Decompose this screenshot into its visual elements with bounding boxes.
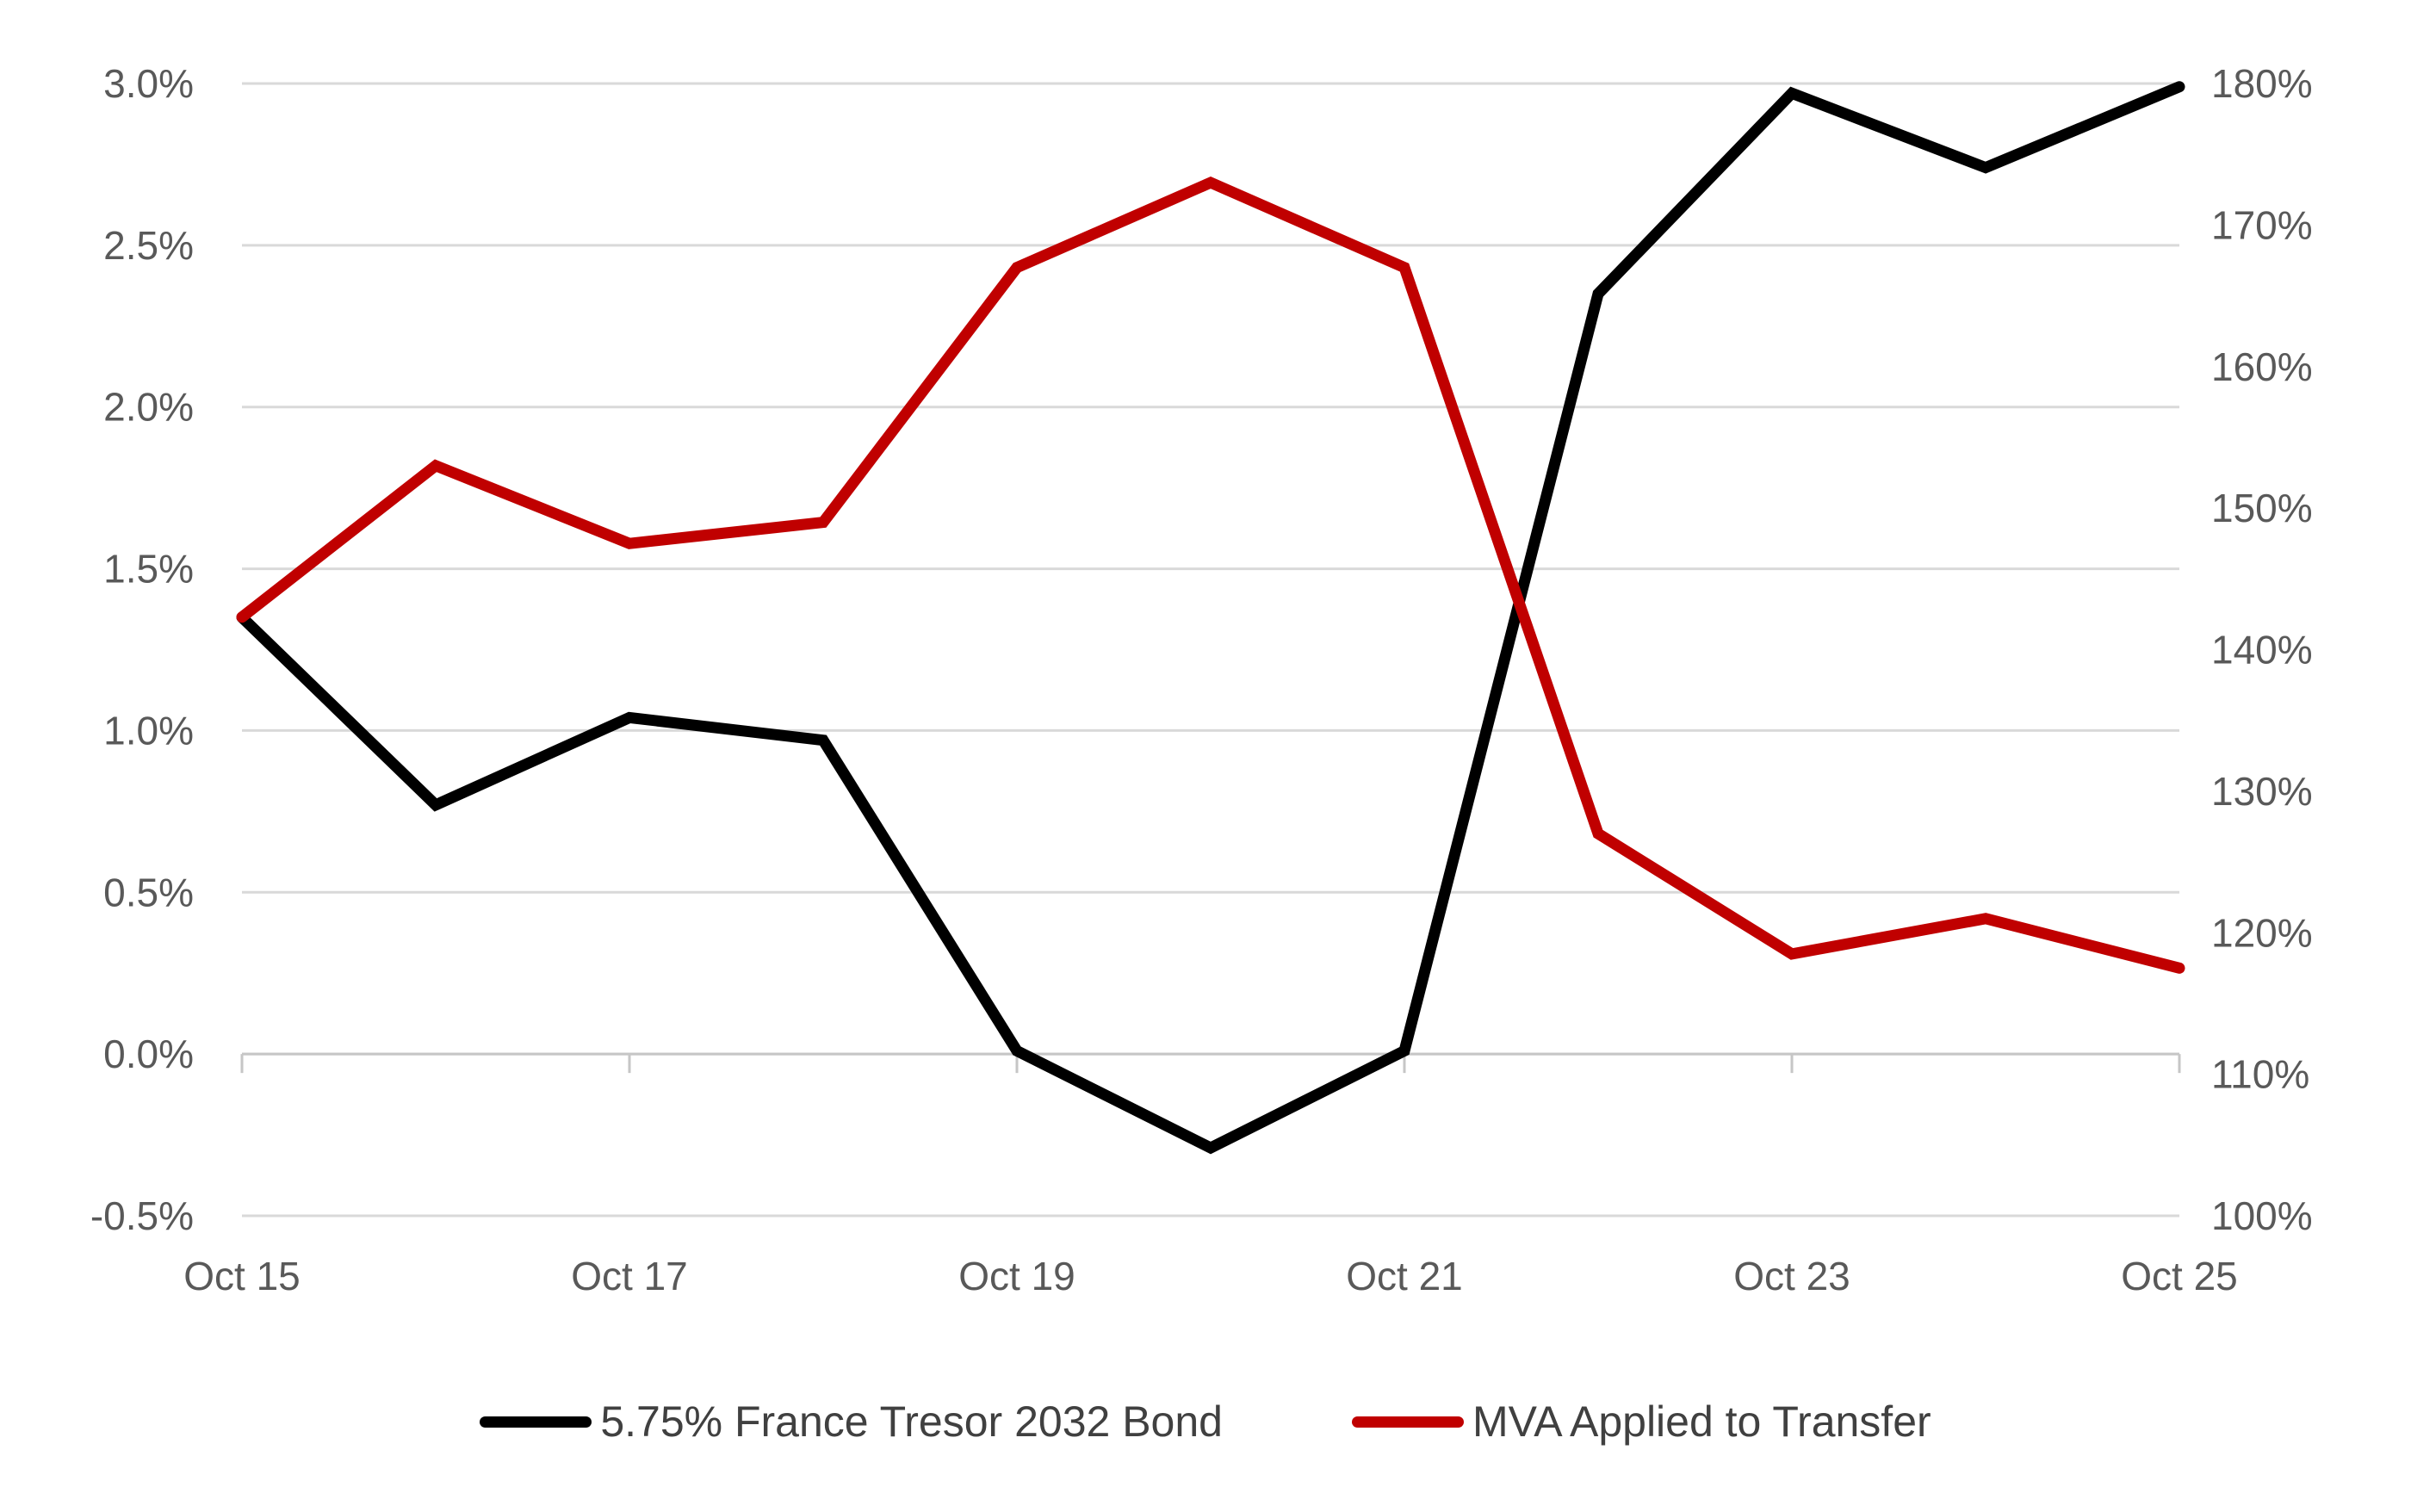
left-axis-tick-label: 1.0% bbox=[103, 708, 194, 753]
legend-swatch-bond-line bbox=[480, 1416, 592, 1428]
right-axis-tick-label: 170% bbox=[2211, 202, 2313, 247]
legend-item-bond: 5.75% France Tresor 2032 Bond bbox=[480, 1397, 1223, 1447]
left-axis-tick-label: 0.0% bbox=[103, 1032, 194, 1076]
x-axis-tick-label: Oct 21 bbox=[1346, 1254, 1463, 1298]
series-line-1 bbox=[236, 176, 2185, 974]
right-axis-tick-label: 130% bbox=[2211, 769, 2313, 814]
right-axis-tick-label: 180% bbox=[2211, 61, 2313, 106]
legend-label-mva: MVA Applied to Transfer bbox=[1472, 1397, 1931, 1446]
x-axis-tick-label: Oct 23 bbox=[1733, 1254, 1850, 1298]
x-axis-tick-label: Oct 19 bbox=[958, 1254, 1075, 1298]
left-axis-tick-label: 0.5% bbox=[103, 870, 194, 914]
left-axis-tick-label: 2.5% bbox=[103, 223, 194, 268]
right-axis-tick-label: 150% bbox=[2211, 486, 2313, 530]
legend-item-mva: MVA Applied to Transfer bbox=[1351, 1397, 1931, 1447]
x-axis-tick-label: Oct 17 bbox=[571, 1254, 688, 1298]
left-axis-tick-label: 3.0% bbox=[103, 61, 194, 106]
left-axis-tick-label: 1.5% bbox=[103, 547, 194, 592]
left-axis-tick-label: -0.5% bbox=[90, 1193, 194, 1238]
x-axis-tick-label: Oct 15 bbox=[183, 1254, 301, 1298]
right-axis-tick-label: 160% bbox=[2211, 344, 2313, 389]
right-axis-tick-label: 120% bbox=[2211, 910, 2313, 955]
legend: 5.75% France Tresor 2032 Bond MVA Applie… bbox=[0, 1374, 2411, 1469]
legend-label-bond: 5.75% France Tresor 2032 Bond bbox=[600, 1397, 1223, 1446]
series-line-0 bbox=[236, 81, 2185, 1155]
right-axis-tick-label: 110% bbox=[2211, 1052, 2309, 1097]
right-axis-tick-label: 100% bbox=[2211, 1193, 2313, 1238]
left-axis-tick-label: 2.0% bbox=[103, 385, 194, 430]
legend-swatch-mva-line bbox=[1351, 1416, 1464, 1428]
right-axis-tick-label: 140% bbox=[2211, 628, 2313, 672]
x-axis-tick-label: Oct 25 bbox=[2121, 1254, 2238, 1298]
